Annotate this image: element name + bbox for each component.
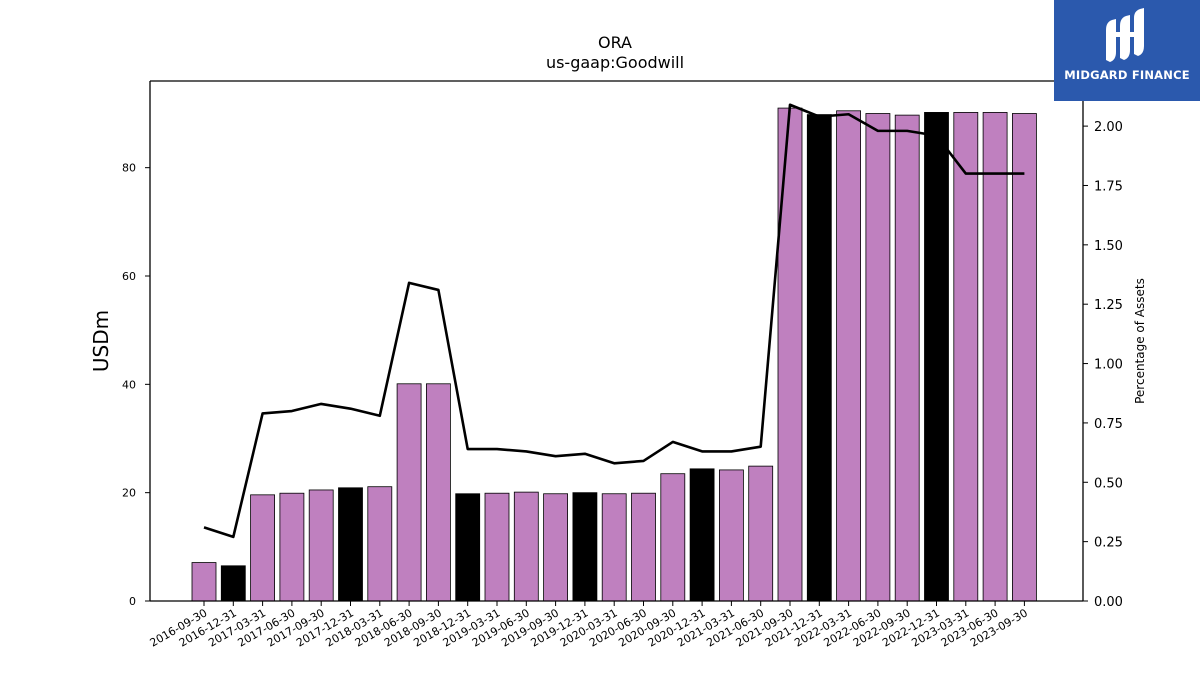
- y2-tick-label: 1.00: [1094, 358, 1123, 373]
- chart-subtitle: us-gaap:Goodwill: [546, 53, 684, 72]
- bar-2020-12-31: [689, 468, 715, 602]
- bar-2017-06-30: [279, 492, 305, 602]
- y2-tick-label: 0.75: [1094, 417, 1123, 432]
- bar-2018-09-30: [425, 383, 451, 602]
- y2-tick-label: 0.50: [1094, 476, 1123, 491]
- bar-2017-12-31: [338, 487, 363, 602]
- y2-axis-label: Percentage of Assets: [1133, 278, 1147, 404]
- bar-2023-09-30: [1012, 113, 1037, 602]
- y-tick-label: 40: [122, 378, 136, 391]
- bar-2020-09-30: [660, 473, 686, 602]
- y2-tick-label: 1.25: [1094, 298, 1123, 313]
- y-tick-label: 60: [122, 270, 136, 283]
- bar-2019-09-30: [543, 493, 568, 602]
- bar-2019-06-30: [513, 491, 539, 602]
- y2-tick-label: 0.00: [1094, 595, 1123, 610]
- y-tick-label: 20: [122, 487, 136, 500]
- bar-2018-06-30: [396, 383, 422, 602]
- bar-2018-03-31: [367, 486, 393, 602]
- chart-title: ORA: [598, 33, 632, 52]
- bar-2023-06-30: [982, 112, 1008, 602]
- y-axis-label: USDm: [89, 310, 113, 372]
- bar-2016-12-31: [220, 565, 246, 602]
- bar-2022-06-30: [865, 113, 891, 602]
- bar-2020-06-30: [631, 492, 656, 602]
- bar-2020-03-31: [601, 493, 627, 602]
- bar-2019-03-31: [484, 492, 510, 602]
- midgard-finance-logo: MIDGARD FINANCE: [1054, 0, 1200, 101]
- bar-2021-06-30: [748, 465, 774, 602]
- y2-tick-label: 0.25: [1094, 536, 1123, 551]
- line-group: [203, 103, 1025, 539]
- bar-2017-03-31: [250, 494, 276, 602]
- bar-2022-03-31: [836, 110, 861, 602]
- bar-2017-09-30: [308, 489, 334, 602]
- bar-2021-09-30: [777, 107, 803, 602]
- y2-tick-label: 1.50: [1094, 239, 1123, 254]
- bar-2018-12-31: [455, 493, 481, 602]
- bar-2022-09-30: [894, 114, 920, 602]
- logo-mark-icon: [1106, 8, 1144, 62]
- bar-2021-03-31: [719, 469, 744, 602]
- bar-2023-03-31: [953, 112, 979, 602]
- y2-tick-label: 2.00: [1094, 120, 1123, 135]
- bar-2016-09-30: [191, 562, 217, 602]
- bar-2019-12-31: [572, 492, 598, 602]
- y-tick-label: 0: [129, 595, 136, 608]
- bar-2022-12-31: [924, 112, 949, 602]
- logo-text: MIDGARD FINANCE: [1064, 68, 1190, 82]
- y-tick-label: 80: [122, 162, 136, 175]
- y2-tick-label: 1.75: [1094, 179, 1123, 194]
- bars-group: [191, 107, 1037, 602]
- bar-2021-12-31: [806, 114, 832, 602]
- percentage-line: [203, 103, 1025, 539]
